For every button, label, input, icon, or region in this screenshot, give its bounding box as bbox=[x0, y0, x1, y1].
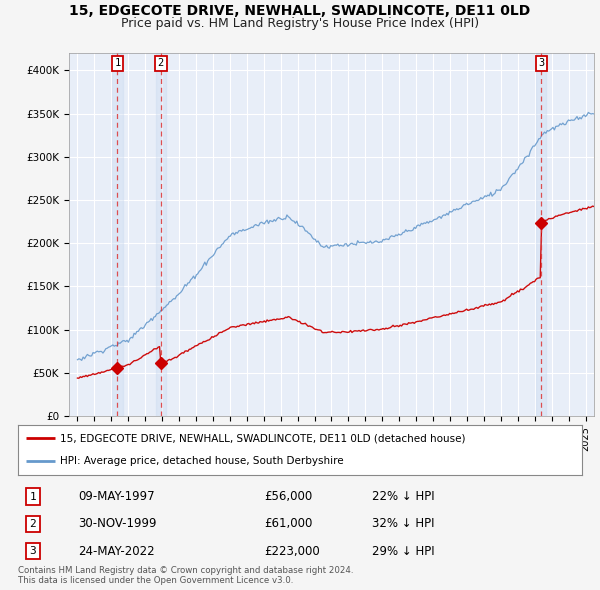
Text: 1: 1 bbox=[29, 492, 37, 502]
Text: 29% ↓ HPI: 29% ↓ HPI bbox=[372, 545, 434, 558]
Text: 15, EDGECOTE DRIVE, NEWHALL, SWADLINCOTE, DE11 0LD (detached house): 15, EDGECOTE DRIVE, NEWHALL, SWADLINCOTE… bbox=[60, 433, 466, 443]
Text: 30-NOV-1999: 30-NOV-1999 bbox=[78, 517, 157, 530]
Text: Contains HM Land Registry data © Crown copyright and database right 2024.
This d: Contains HM Land Registry data © Crown c… bbox=[18, 566, 353, 585]
Text: 3: 3 bbox=[538, 58, 544, 68]
Text: HPI: Average price, detached house, South Derbyshire: HPI: Average price, detached house, Sout… bbox=[60, 457, 344, 467]
Text: 1: 1 bbox=[115, 58, 121, 68]
Bar bbox=[156, 53, 166, 416]
Text: 22% ↓ HPI: 22% ↓ HPI bbox=[372, 490, 434, 503]
Text: 15, EDGECOTE DRIVE, NEWHALL, SWADLINCOTE, DE11 0LD: 15, EDGECOTE DRIVE, NEWHALL, SWADLINCOTE… bbox=[70, 4, 530, 18]
Text: 3: 3 bbox=[29, 546, 37, 556]
Text: 32% ↓ HPI: 32% ↓ HPI bbox=[372, 517, 434, 530]
Text: £223,000: £223,000 bbox=[264, 545, 320, 558]
Bar bbox=[112, 53, 122, 416]
Text: £56,000: £56,000 bbox=[264, 490, 312, 503]
Text: 2: 2 bbox=[29, 519, 37, 529]
Text: Price paid vs. HM Land Registry's House Price Index (HPI): Price paid vs. HM Land Registry's House … bbox=[121, 17, 479, 30]
Text: 09-MAY-1997: 09-MAY-1997 bbox=[78, 490, 155, 503]
Text: £61,000: £61,000 bbox=[264, 517, 313, 530]
Text: 2: 2 bbox=[158, 58, 164, 68]
Text: 24-MAY-2022: 24-MAY-2022 bbox=[78, 545, 155, 558]
Bar bbox=[536, 53, 547, 416]
